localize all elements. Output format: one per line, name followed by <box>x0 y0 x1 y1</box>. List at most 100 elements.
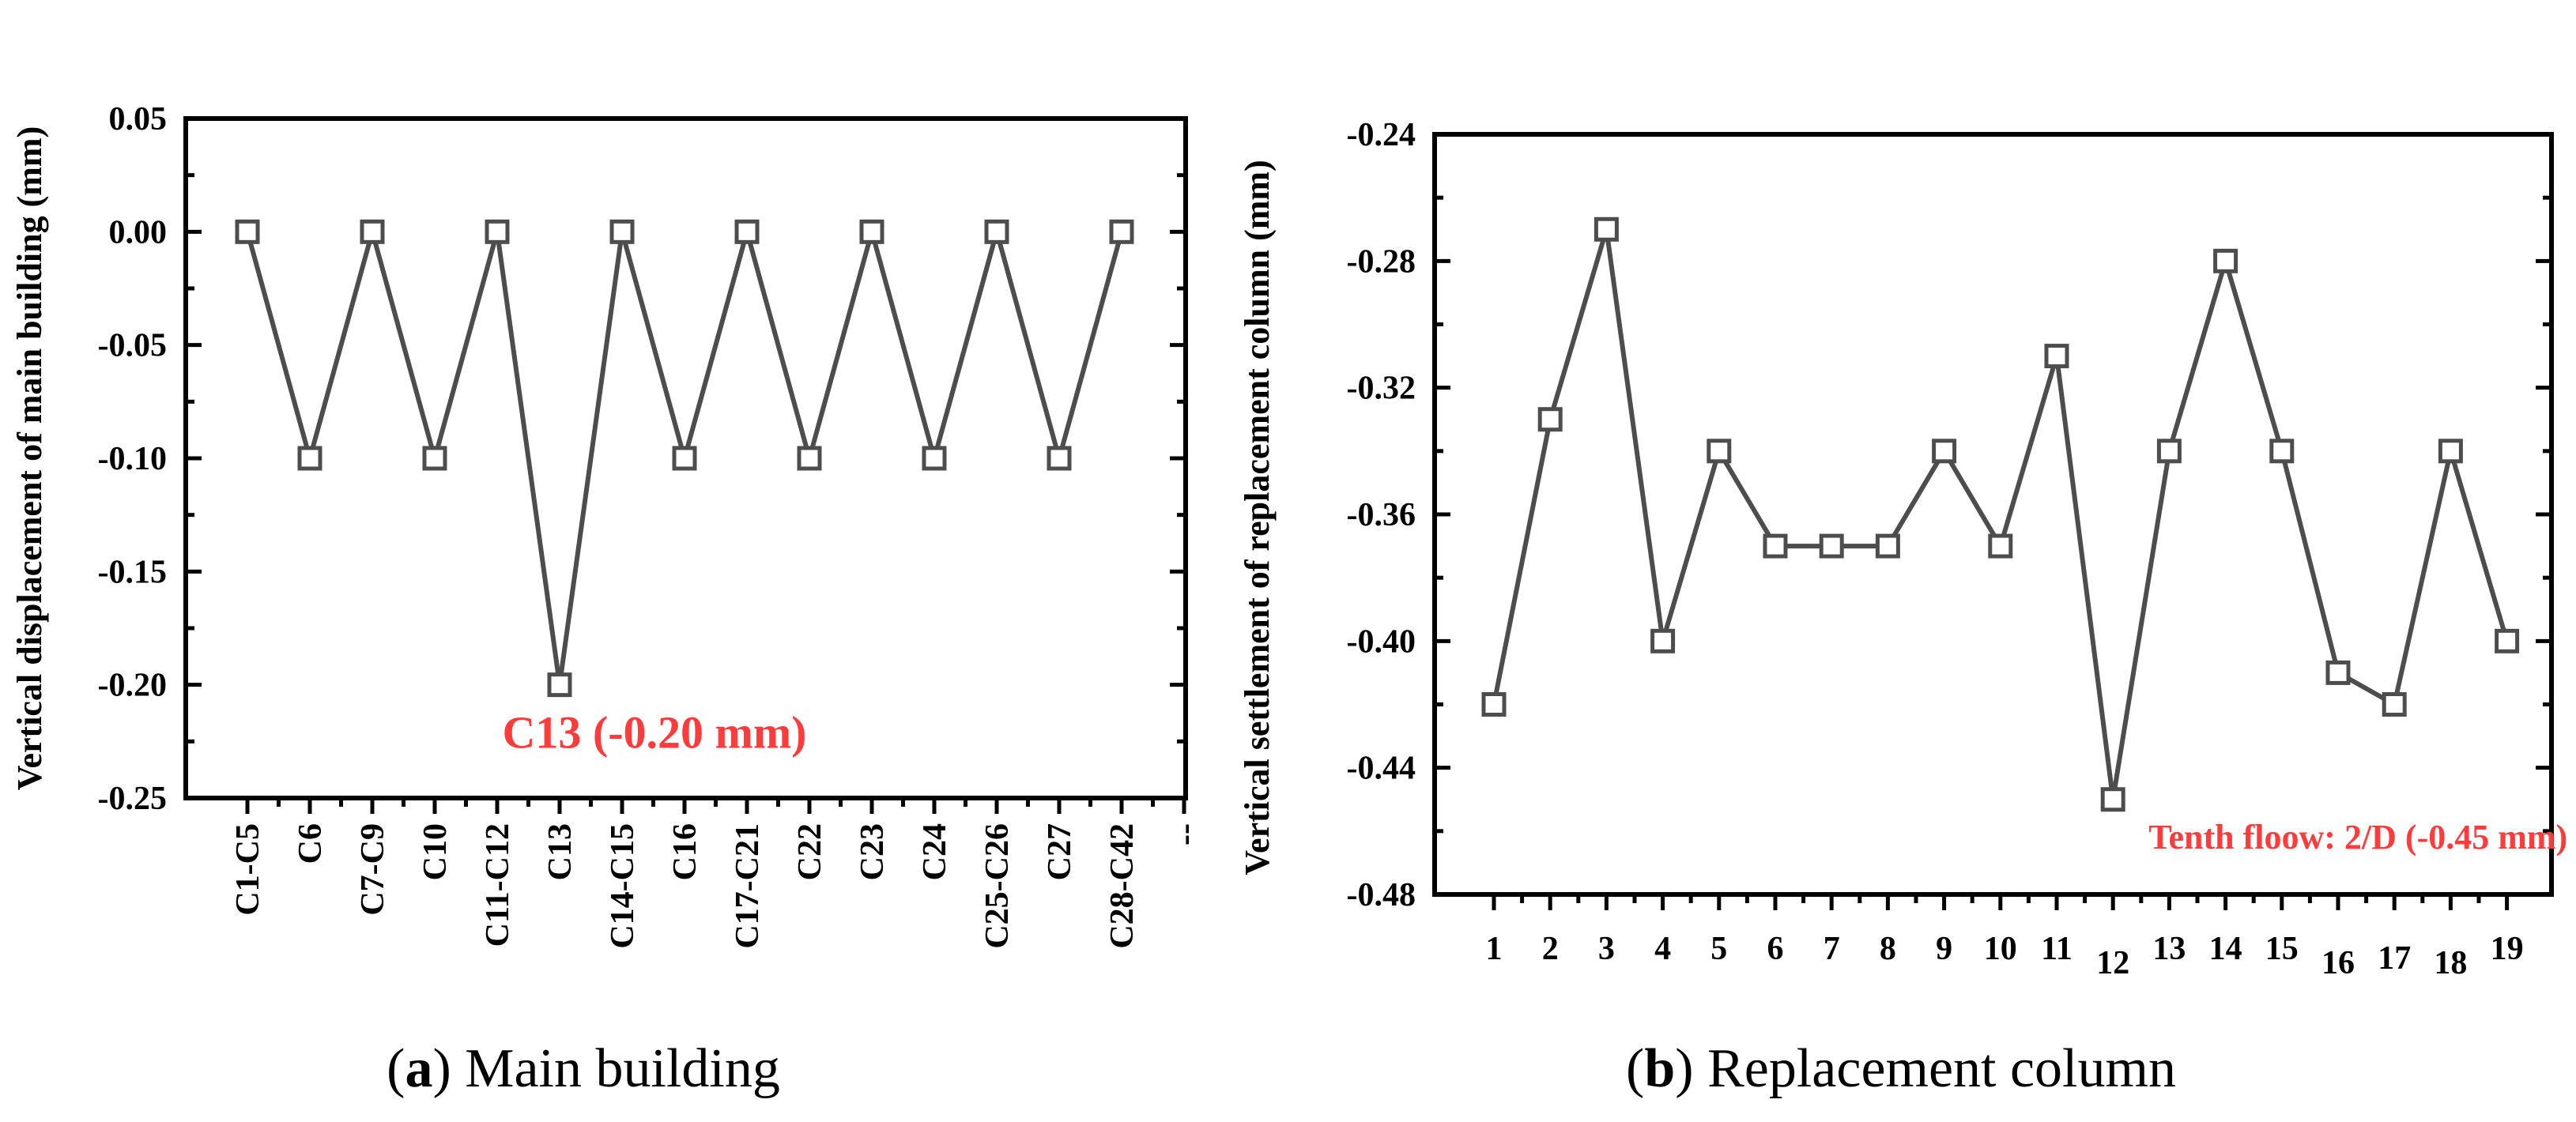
chart-b-data-point <box>1819 533 1844 559</box>
chart-a-data-point <box>734 219 760 244</box>
chart-b-data-point <box>1481 692 1507 717</box>
chart-b-x-tick-label: 7 <box>1824 931 1840 967</box>
chart-b-x-tick-label: 4 <box>1654 931 1671 967</box>
chart-a-data-point <box>297 446 322 471</box>
chart-b-data-point <box>1988 533 2013 559</box>
chart-a-x-tick-label: C17-C21 <box>730 823 766 949</box>
chart-a-data-point <box>797 446 822 471</box>
chart-b-x-tick-label: 17 <box>2378 940 2411 977</box>
chart-b-x-tick-label: 11 <box>2041 931 2072 967</box>
chart-b-x-tick-label: 9 <box>1936 931 1952 967</box>
chart-a-data-point <box>235 219 260 244</box>
chart-b-data-point <box>1875 533 1900 559</box>
chart-a-x-tick-label: C7-C9 <box>355 823 391 916</box>
chart-a-x-tick-label: C10 <box>417 823 454 880</box>
chart-b-x-tick-label: 13 <box>2152 931 2186 967</box>
chart-b-data-point <box>2044 344 2069 369</box>
chart-a-y-tick-label: 0.05 <box>109 101 168 137</box>
chart-b-x-tick-label: 14 <box>2209 931 2242 967</box>
chart-a-x-tick-labels: C1-C5 C6 C7-C9 C10 C11-C12 C13 C14-C15 C16 C17-C… <box>230 823 1203 949</box>
chart-a-x-tick-label: C1-C5 <box>230 823 266 916</box>
chart-b-y-tick-label: -0.32 <box>1347 371 1416 407</box>
chart-b-y-tick-label: -0.36 <box>1347 497 1416 533</box>
chart-b-plot-frame <box>1432 132 2554 897</box>
chart-a-data-point <box>984 219 1009 244</box>
chart-b-x-tick-label: 5 <box>1710 931 1727 967</box>
chart-a-caption: (a) Main building <box>387 1038 780 1099</box>
chart-a-y-tick-label: -0.05 <box>98 328 168 364</box>
chart-a-data-point <box>1109 219 1134 244</box>
chart-a-y-tick-label: 0.00 <box>109 214 168 250</box>
chart-b-x-tick-label: 10 <box>1984 931 2017 967</box>
chart-a-y-axis-label: Vertical displacement of main building (… <box>10 126 49 790</box>
chart-b-data-point <box>2325 660 2351 685</box>
chart-b-y-tick-label: -0.24 <box>1347 117 1416 153</box>
chart-b-data-point <box>2156 439 2182 464</box>
chart-a-annotation: C13 (-0.20 mm) <box>503 707 807 759</box>
chart-b-y-axis-label: Vertical settlement of replacement colum… <box>1238 160 1277 875</box>
chart-a-x-tick-label: -- <box>1167 823 1203 845</box>
chart-b-y-tick-label: -0.44 <box>1347 751 1416 787</box>
chart-a-x-tick-label: C28-C42 <box>1104 823 1141 949</box>
chart-a-plot-frame <box>183 116 1188 800</box>
chart-b-data-point <box>1650 628 1676 653</box>
chart-a-x-tick-label: C22 <box>792 823 828 880</box>
chart-a-data-point <box>922 446 947 471</box>
chart-b-x-tick-labels: 1 2 3 4 5 6 7 8 9 10 11 12 13 14 15 16 17 18 19 <box>1486 931 2524 981</box>
chart-b-x-tick-label: 15 <box>2265 931 2299 967</box>
chart-b-data-point <box>1707 439 1732 464</box>
chart-b-x-tick-label: 3 <box>1598 931 1615 967</box>
chart-b-x-tick-label: 18 <box>2434 945 2467 981</box>
chart-b-x-tick-label: 19 <box>2491 931 2524 967</box>
chart-b-data-point <box>1537 407 1563 432</box>
chart-b-data-point <box>2438 439 2463 464</box>
chart-b-data-point <box>1932 439 1957 464</box>
chart-a: 0.050.00-0.05-0.10-0.15-0.20-0.25 C1-C5 C… <box>10 101 1203 1099</box>
chart-b-y-tick-label: -0.28 <box>1347 243 1416 280</box>
chart-b-x-tick-label: 16 <box>2321 945 2355 981</box>
chart-b-annotation: Tenth floow: 2/D (-0.45 mm) <box>2148 818 2567 857</box>
chart-a-x-tick-label: C23 <box>854 823 891 880</box>
chart-b-data-point <box>1763 533 1788 559</box>
chart-a-y-tick-label: -0.20 <box>98 668 168 704</box>
chart-a-caption-text: Main building <box>465 1038 780 1099</box>
chart-a-data-point <box>609 219 635 244</box>
chart-b-data-point <box>2495 628 2520 653</box>
chart-a-x-tick-label: C6 <box>292 823 329 864</box>
chart-b-data-point <box>2100 787 2125 812</box>
chart-a-x-tick-label: C11-C12 <box>480 823 516 947</box>
chart-a-data-point <box>485 219 510 244</box>
chart-b-caption: (b) Replacement column <box>1626 1038 2176 1099</box>
chart-a-data-point <box>360 219 385 244</box>
chart-a-x-tick-label: C25-C26 <box>979 823 1016 949</box>
chart-a-x-tick-label: C24 <box>917 823 953 880</box>
chart-a-x-tick-label: C27 <box>1042 823 1078 880</box>
chart-a-data-point <box>859 219 884 244</box>
chart-a-x-tick-label: C14-C15 <box>605 823 641 949</box>
chart-b-data-point <box>1593 216 1619 242</box>
chart-a-data-point <box>672 446 697 471</box>
chart-b-series <box>1481 216 2520 812</box>
chart-a-y-tick-label: -0.25 <box>98 781 168 817</box>
chart-a-data-point <box>422 446 447 471</box>
chart-b-x-tick-label: 2 <box>1542 931 1559 967</box>
chart-a-caption-letter: a <box>405 1038 432 1099</box>
chart-a-y-tick-label: -0.15 <box>98 554 168 590</box>
chart-b-y-tick-label: -0.40 <box>1347 623 1416 660</box>
chart-b-caption-letter: b <box>1644 1038 1675 1099</box>
chart-b-x-tick-label: 12 <box>2096 945 2129 981</box>
chart-b-y-tick-labels: -0.24 -0.28 -0.32 -0.36 -0.40 -0.44 -0.48 <box>1347 117 1416 913</box>
chart-b-caption-text: Replacement column <box>1707 1038 2176 1099</box>
chart-a-y-tick-labels: 0.05 0.00 -0.05 -0.10 -0.15 -0.20 -0.25 <box>98 101 168 817</box>
chart-b-series-line <box>1492 227 2510 802</box>
chart-a-x-tick-label: C16 <box>667 823 703 880</box>
chart-a-y-tick-label: -0.10 <box>98 441 168 477</box>
chart-b-data-point <box>2213 248 2238 273</box>
chart-a-x-tick-label: C13 <box>542 823 579 880</box>
chart-a-data-point <box>547 672 572 698</box>
chart-b-x-tick-label: 1 <box>1486 931 1503 967</box>
chart-b-data-point <box>2269 439 2295 464</box>
